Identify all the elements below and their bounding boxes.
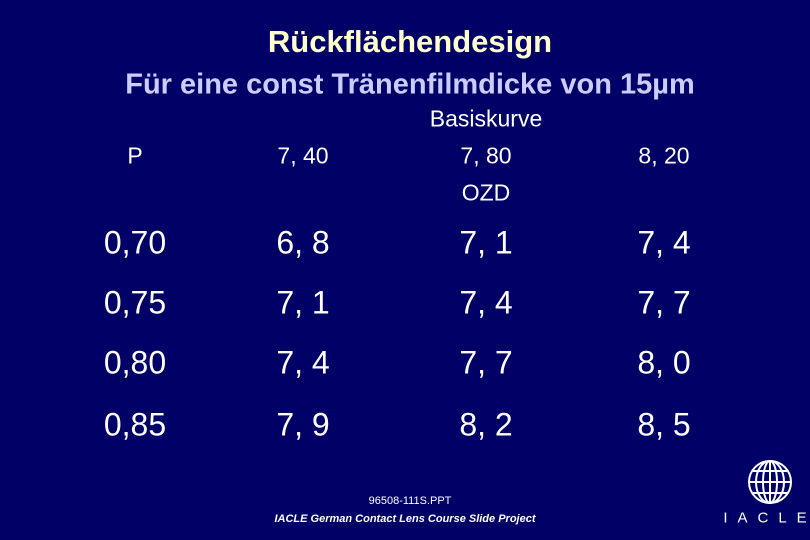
- table-cell: 0,70: [103, 224, 167, 261]
- header-line: P: [127, 142, 143, 169]
- file-name: 96508-111S.PPT: [368, 495, 452, 507]
- table-cell: 7, 9: [276, 406, 330, 443]
- table-cell: 8, 2: [459, 406, 513, 443]
- header-cell: 8, 20: [638, 138, 689, 175]
- logo-text: IACLE: [723, 509, 810, 527]
- header-cell: 7, 40: [277, 138, 328, 175]
- header-line: 7, 80: [460, 142, 512, 169]
- globe-logo: [748, 460, 792, 504]
- table-cell: 7, 1: [459, 224, 513, 261]
- table-cell: 7, 7: [459, 344, 513, 381]
- table-cell: 7, 1: [276, 284, 330, 321]
- header-line: 7, 40: [277, 142, 329, 169]
- table-cell: 8, 5: [637, 406, 691, 443]
- table-cell: 0,80: [103, 344, 167, 381]
- table-cell: 0,75: [103, 284, 167, 321]
- table-cell: 0,85: [103, 406, 167, 443]
- header-cell: P: [127, 138, 142, 175]
- header-line: OZD: [461, 179, 511, 206]
- header-line: Basiskurve: [429, 105, 543, 132]
- project-name: IACLE German Contact Lens Course Slide P…: [274, 513, 536, 525]
- table-cell: 7, 4: [637, 224, 691, 261]
- table-cell: 7, 4: [459, 284, 513, 321]
- table-cell: 8, 0: [637, 344, 691, 381]
- header-cell: Basiskurve 7, 80 OZD: [430, 101, 542, 212]
- subtitle: Für eine const Tränenfilmdicke von 15µm: [125, 68, 695, 101]
- table-cell: 7, 7: [637, 284, 691, 321]
- table-cell: 6, 8: [276, 224, 330, 261]
- title: Rückflächendesign: [267, 24, 553, 59]
- table-cell: 7, 4: [276, 344, 330, 381]
- header-line: 8, 20: [638, 142, 690, 169]
